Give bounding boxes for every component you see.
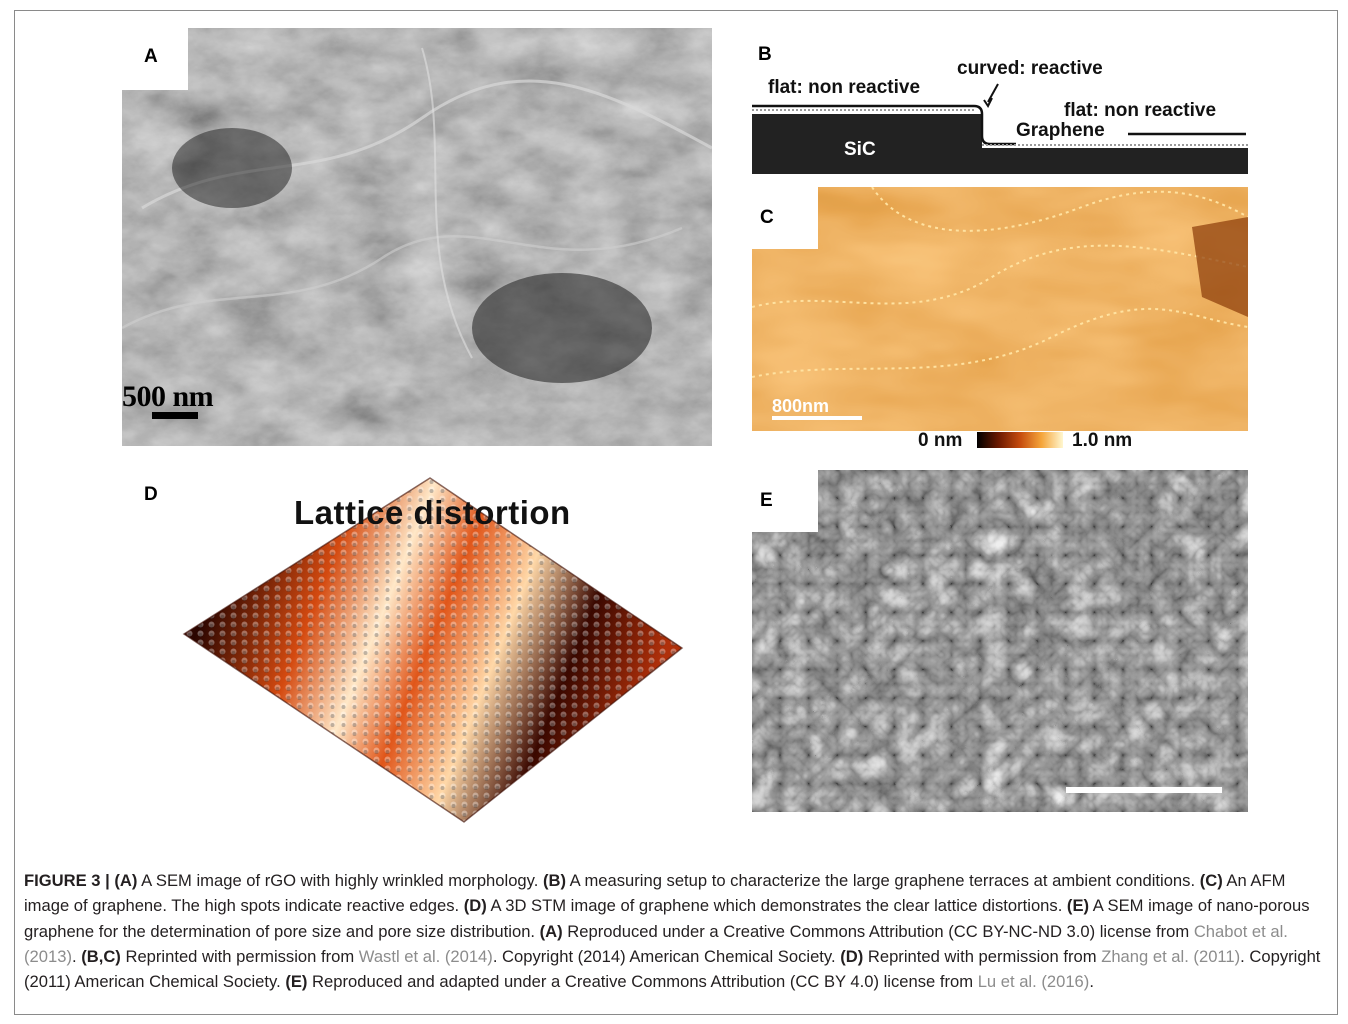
panel-e-sem-image: E bbox=[752, 470, 1248, 812]
caption-text: . bbox=[71, 946, 82, 966]
panel-letter-e: E bbox=[752, 470, 818, 532]
figure-caption: FIGURE 3 | (A) A SEM image of rGO with h… bbox=[24, 868, 1334, 994]
caption-text: A SEM image of nano-porous graphene for … bbox=[24, 896, 1310, 941]
panel-letter-d: D bbox=[144, 484, 158, 505]
reference-link[interactable]: Lu et al. (2016) bbox=[977, 972, 1090, 992]
caption-text: A measuring setup to characterize the la… bbox=[565, 871, 1200, 890]
panel-letter-c: C bbox=[752, 187, 818, 249]
label-substrate: SiC bbox=[844, 139, 876, 160]
caption-text: Reproduced under a Creative Commons Attr… bbox=[562, 921, 1194, 941]
stm-lattice-surface bbox=[182, 477, 684, 823]
panel-letter-a: A bbox=[122, 28, 188, 90]
sem-wrinkled-image bbox=[122, 28, 712, 446]
colorbar bbox=[977, 432, 1063, 448]
scalebar-line-a bbox=[152, 412, 198, 419]
colorbar-min-label: 0 nm bbox=[918, 430, 963, 451]
caption-tag: (B) bbox=[542, 871, 566, 890]
colorbar-max-label: 1.0 nm bbox=[1072, 430, 1133, 451]
caption-tag: (D) bbox=[840, 946, 864, 966]
panel-b-schematic bbox=[752, 40, 1248, 174]
caption-text: Reprinted with permission from bbox=[863, 946, 1102, 966]
caption-tag: (E) bbox=[285, 972, 308, 992]
reference-link[interactable]: Zhang et al. (2011) bbox=[1101, 946, 1241, 966]
caption-tag: (D) bbox=[463, 896, 487, 916]
panel-c-afm-image: C bbox=[752, 187, 1248, 431]
scalebar-line-c bbox=[772, 416, 862, 420]
scalebar-label-a: 500 nm bbox=[122, 380, 214, 413]
afm-terrace-image bbox=[752, 187, 1248, 431]
figure-label: FIGURE 3 | bbox=[24, 871, 110, 890]
label-flat-right: flat: non reactive bbox=[1064, 100, 1217, 121]
caption-text: An AFM image of graphene. The high spots… bbox=[24, 871, 1286, 916]
figure-frame bbox=[14, 10, 1338, 1015]
panel-d-stm-image bbox=[140, 476, 700, 826]
caption-tag: (A) bbox=[539, 921, 563, 941]
panel-a-sem-image: A bbox=[122, 28, 712, 446]
reference-link[interactable]: Wastl et al. (2014) bbox=[358, 946, 493, 966]
scalebar-line-e bbox=[1066, 787, 1222, 793]
caption-text: Reproduced and adapted under a Creative … bbox=[307, 972, 978, 992]
caption-tag: (C) bbox=[1199, 871, 1223, 890]
panel-d-title: Lattice distortion bbox=[294, 494, 571, 531]
caption-text: . Copyright (2014) American Chemical Soc… bbox=[492, 946, 841, 966]
caption-tag: (A) bbox=[114, 871, 138, 890]
caption-text: Reprinted with permission from bbox=[120, 946, 359, 966]
caption-text: A SEM image of rGO with highly wrinkled … bbox=[137, 871, 543, 890]
caption-text: . Copyright (2011) American Chemical Soc… bbox=[24, 946, 1321, 992]
sem-porous-image bbox=[752, 470, 1248, 812]
caption-tag: (E) bbox=[1066, 896, 1090, 916]
label-flat-left: flat: non reactive bbox=[768, 77, 921, 98]
caption-tag: (B,C) bbox=[81, 946, 121, 966]
caption-text: A 3D STM image of graphene which demonst… bbox=[486, 896, 1067, 916]
scalebar-label-c: 800nm bbox=[772, 396, 830, 416]
reference-link[interactable]: Chabot et al. (2013) bbox=[24, 921, 1288, 966]
caption-text: . bbox=[1089, 972, 1094, 992]
panel-letter-b: B bbox=[758, 44, 772, 65]
label-graphene: Graphene bbox=[1016, 120, 1105, 141]
label-curved: curved: reactive bbox=[957, 58, 1103, 79]
graphene-step-schematic bbox=[752, 83, 1248, 174]
